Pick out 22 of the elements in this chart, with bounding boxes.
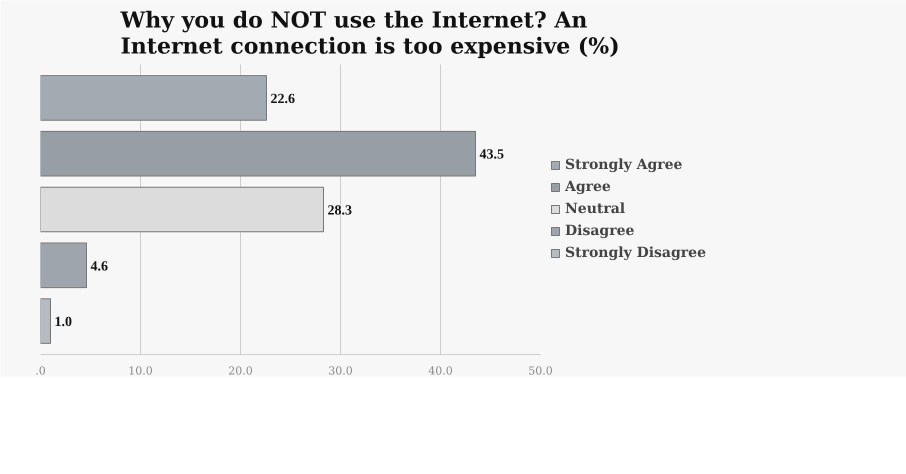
data-label: 4.6 [90, 259, 108, 274]
data-label: 22.6 [270, 92, 295, 107]
bar [40, 298, 51, 344]
bar [40, 186, 324, 232]
x-tick-label: 40.0 [428, 364, 453, 378]
x-tick-label: .0 [35, 364, 46, 378]
data-label: 43.5 [480, 148, 504, 163]
legend-label: Disagree [565, 223, 634, 239]
x-tick-label: 30.0 [328, 364, 353, 378]
x-tick-label: 20.0 [228, 364, 253, 378]
legend-label: Strongly Disagree [565, 245, 706, 261]
x-tick-label: 50.0 [528, 364, 553, 378]
data-label: 1.0 [54, 315, 72, 330]
legend-label: Neutral [565, 201, 626, 217]
legend-label: Strongly Agree [565, 157, 682, 173]
x-tick-label: 10.0 [128, 364, 153, 378]
bar [40, 130, 476, 177]
data-label: 28.3 [328, 204, 352, 218]
bar [40, 75, 267, 121]
chart-title: Why you do NOT use the Internet? An Internet connection is too expensive (%) [120, 8, 620, 60]
bar [40, 242, 87, 288]
legend-label: Agree [565, 179, 611, 195]
